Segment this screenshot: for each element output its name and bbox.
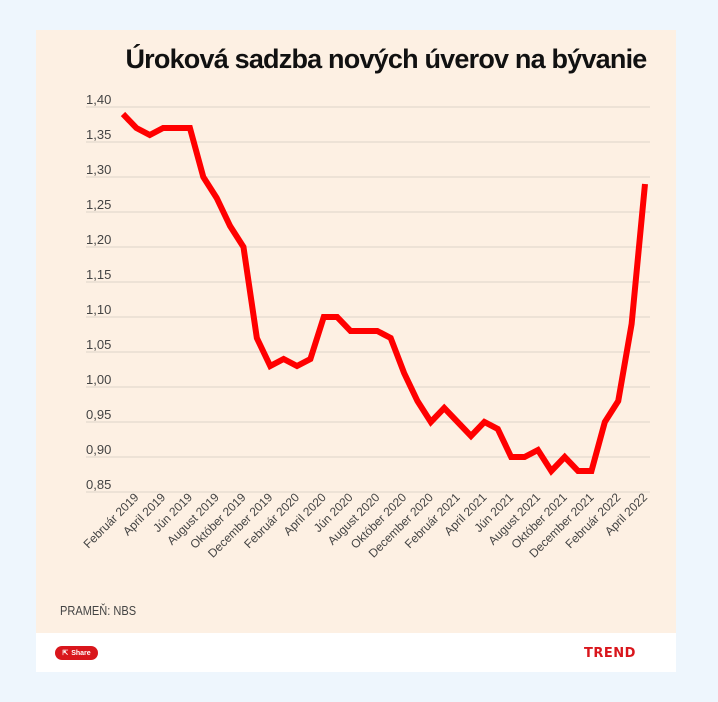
y-tick-label: 0,95 <box>86 407 111 422</box>
chart-card <box>36 30 676 672</box>
share-icon: ⇱ <box>62 650 69 657</box>
y-tick-label: 1,20 <box>86 232 111 247</box>
source-note: PRAMEŇ: NBS <box>60 603 137 618</box>
trend-logo: TREND <box>584 646 636 661</box>
chart-title: Úroková sadzba nových úverov na bývanie <box>125 44 647 74</box>
y-tick-label: 1,00 <box>86 372 111 387</box>
series-line <box>120 111 648 476</box>
y-tick-label: 1,05 <box>86 337 111 352</box>
y-tick-label: 1,35 <box>86 127 111 142</box>
share-label: Share <box>71 649 91 657</box>
footer-bar <box>36 633 676 672</box>
y-tick-label: 1,25 <box>86 197 111 212</box>
y-tick-label: 0,90 <box>86 442 111 457</box>
y-tick-label: 1,30 <box>86 162 111 177</box>
share-button[interactable]: ⇱ Share <box>55 646 98 660</box>
y-tick-label: 0,85 <box>86 477 111 492</box>
y-tick-label: 1,10 <box>86 302 111 317</box>
y-tick-label: 1,15 <box>86 267 111 282</box>
y-tick-label: 1,40 <box>86 92 111 107</box>
